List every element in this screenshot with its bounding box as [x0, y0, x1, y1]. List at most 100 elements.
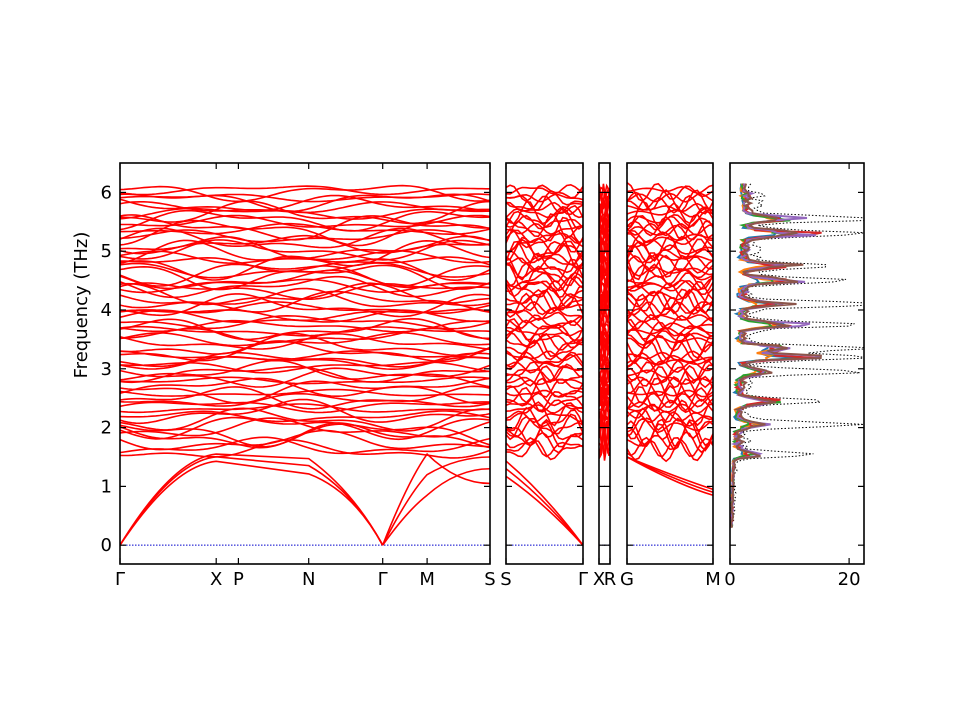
optical-band-line — [120, 185, 490, 196]
optical-band-line — [599, 362, 610, 383]
optical-band-line — [627, 377, 713, 405]
optical-band-line — [627, 194, 713, 215]
optical-band-line — [506, 309, 583, 327]
optical-band-line — [120, 222, 490, 235]
optical-band-line — [627, 252, 713, 281]
optical-band-line — [506, 261, 583, 280]
optical-band-line — [506, 417, 583, 438]
optical-band-line — [627, 333, 713, 346]
high-symmetry-label: X — [593, 569, 605, 590]
optical-band-line — [506, 376, 583, 386]
optical-band-line — [506, 236, 583, 262]
optical-band-line — [627, 181, 713, 202]
high-symmetry-label: R — [604, 569, 617, 590]
optical-band-line — [120, 367, 490, 388]
optical-band-line — [506, 184, 583, 203]
optical-band-line — [506, 413, 583, 441]
optical-band-line — [120, 256, 490, 272]
optical-band-line — [506, 275, 583, 299]
optical-band-line — [120, 385, 490, 410]
band-lines-1 — [120, 184, 490, 546]
optical-band-line — [627, 359, 713, 374]
band-lines-3 — [599, 183, 610, 546]
optical-band-line — [506, 279, 583, 299]
high-symmetry-label: Γ — [578, 569, 588, 590]
optical-band-line — [120, 393, 490, 408]
optical-band-line — [627, 384, 713, 412]
optical-band-line — [120, 331, 490, 347]
optical-band-line — [506, 363, 583, 383]
optical-band-line — [506, 333, 583, 351]
high-symmetry-label: N — [302, 569, 315, 590]
optical-band-line — [120, 403, 490, 414]
optical-band-line — [627, 312, 713, 323]
optical-band-line — [599, 377, 610, 398]
optical-band-line — [506, 258, 583, 287]
band-panel-1: 0 1 2 3 4 5 6 Γ X P N Γ M S — [101, 162, 496, 590]
y-tick-label: 0 — [101, 535, 112, 556]
optical-band-line — [627, 264, 713, 283]
optical-band-line — [627, 417, 713, 441]
optical-band-line — [120, 269, 490, 290]
optical-band-line — [627, 272, 713, 290]
acoustic-branch-line — [120, 455, 384, 546]
optical-band-line — [599, 340, 610, 363]
optical-band-line — [506, 418, 583, 447]
optical-band-line — [120, 319, 490, 333]
optical-band-line — [599, 231, 610, 250]
optical-band-line — [120, 340, 490, 363]
optical-band-line — [627, 403, 713, 414]
high-symmetry-label: G — [620, 569, 634, 590]
optical-band-line — [627, 210, 713, 228]
optical-band-line — [506, 292, 583, 319]
optical-band-line — [120, 377, 490, 397]
optical-band-line — [627, 318, 713, 340]
optical-band-line — [627, 277, 713, 292]
optical-band-line — [506, 406, 583, 432]
y-tick-label: 3 — [101, 359, 112, 380]
optical-band-line — [120, 234, 490, 255]
optical-band-line — [506, 314, 583, 329]
optical-band-line — [506, 420, 583, 448]
optical-band-line — [120, 350, 490, 361]
band-panel-frame — [505, 162, 584, 565]
optical-band-line — [627, 229, 713, 244]
optical-band-line — [506, 307, 583, 321]
optical-band-line — [627, 288, 713, 313]
optical-band-line — [506, 339, 583, 362]
optical-band-line — [506, 214, 583, 230]
optical-band-line — [120, 380, 490, 405]
total-dos-line — [731, 183, 864, 528]
band-panel-3: XR — [593, 162, 617, 590]
optical-band-line — [120, 355, 490, 370]
optical-band-line — [506, 207, 583, 230]
optical-band-line — [120, 398, 490, 425]
optical-band-line — [627, 251, 713, 264]
optical-band-line — [627, 389, 713, 398]
acoustic-branch-line — [506, 460, 583, 546]
optical-band-line — [120, 193, 490, 203]
y-tick-label: 6 — [101, 182, 112, 203]
optical-band-line — [506, 350, 583, 362]
optical-band-line — [627, 222, 713, 237]
acoustic-branch-line — [120, 460, 384, 546]
optical-band-line — [506, 437, 583, 458]
high-symmetry-label: S — [484, 569, 495, 590]
optical-band-line — [120, 332, 490, 357]
optical-band-line — [627, 332, 713, 353]
optical-band-line — [506, 201, 583, 225]
optical-band-line — [627, 213, 713, 241]
optical-band-line — [120, 351, 490, 368]
optical-band-line — [627, 431, 713, 454]
dos-panel-frame — [729, 162, 865, 565]
optical-band-line — [627, 398, 713, 427]
partial-dos-line-6 — [730, 183, 822, 528]
dos-panel: 0 20 — [724, 162, 865, 590]
optical-band-line — [120, 214, 490, 228]
optical-band-line — [120, 239, 490, 261]
high-symmetry-label: M — [705, 569, 721, 590]
y-axis-label: Frequency (THz) — [71, 232, 92, 379]
